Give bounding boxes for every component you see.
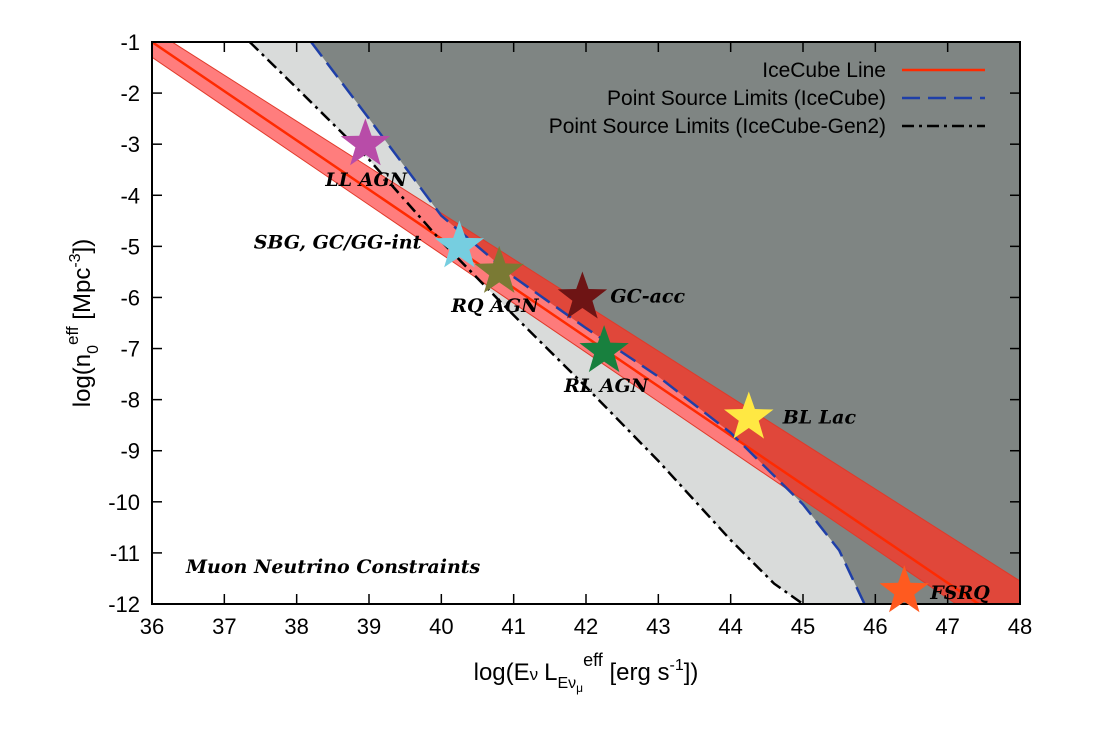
- annotation-muon-neutrino: Muon Neutrino Constraints: [185, 556, 481, 578]
- gen2-limit-line: [248, 42, 804, 604]
- icecube-limit-line: [310, 42, 866, 604]
- legend-label: IceCube Line: [762, 59, 886, 82]
- y-tick-label: -9: [120, 439, 140, 464]
- source-star: [724, 391, 774, 439]
- x-tick-label: 37: [212, 614, 236, 639]
- axis-ticks: 36 37 38 39 40 41 42 43 44 45 46 47 48 -1 -2 -3 -4 -5 -6 -7…: [108, 30, 1032, 639]
- y-tick-label: -1: [120, 30, 140, 55]
- y-tick-label: -2: [120, 81, 140, 106]
- x-tick-label: 41: [501, 614, 525, 639]
- x-tick-label: 43: [646, 614, 670, 639]
- y-tick-label: -7: [120, 337, 140, 362]
- source-markers: LL AGN SBG, GC/GG-int RQ AGN GC-acc RL AGN BL…: [254, 118, 990, 613]
- x-tick-label: 45: [791, 614, 815, 639]
- excluded-region: [311, 42, 1020, 604]
- source-star: [557, 271, 608, 319]
- x-tick-label: 48: [1008, 614, 1032, 639]
- y-tick-label: -4: [120, 183, 140, 208]
- x-tick-label: 38: [284, 614, 308, 639]
- x-tick-label: 44: [718, 614, 742, 639]
- y-tick-label: -8: [120, 388, 140, 413]
- source-label: SBG, GC/GG-int: [254, 231, 422, 253]
- band-lower-edge: [152, 56, 958, 604]
- x-tick-label: 47: [935, 614, 959, 639]
- x-axis-title: log(Eν LEνμeff [erg s-1]): [474, 650, 699, 695]
- y-tick-label: -12: [108, 592, 140, 617]
- source-label: BL Lac: [782, 407, 857, 429]
- icecube-line: [152, 42, 981, 604]
- y-tick-label: -11: [110, 541, 140, 566]
- y-tick-label: -6: [120, 285, 140, 310]
- source-label: FSRQ: [929, 582, 990, 604]
- source-label: RQ AGN: [450, 295, 539, 317]
- y-tick-label: -5: [120, 234, 140, 259]
- x-tick-label: 39: [357, 614, 381, 639]
- legend-label: Point Source Limits (IceCube): [607, 87, 886, 110]
- y-tick-label: -10: [108, 490, 140, 515]
- source-label: LL AGN: [324, 169, 407, 191]
- source-label: GC-acc: [610, 285, 685, 307]
- y-axis-title: log(n0eff [Mpc-3]): [63, 239, 102, 407]
- x-tick-label: 42: [574, 614, 598, 639]
- source-star: [474, 245, 524, 293]
- source-star: [579, 325, 629, 373]
- legend: IceCube Line Point Source Limits (IceCube…: [549, 59, 985, 138]
- x-tick-label: 40: [429, 614, 453, 639]
- source-star: [340, 118, 391, 166]
- y-tick-label: -3: [120, 132, 140, 157]
- x-tick-label: 46: [863, 614, 887, 639]
- source-star: [879, 565, 929, 613]
- plot-regions: [152, 42, 1020, 604]
- source-star: [434, 220, 485, 268]
- legend-label: Point Source Limits (IceCube-Gen2): [549, 115, 886, 138]
- source-label: RL AGN: [563, 375, 649, 397]
- x-tick-label: 36: [140, 614, 164, 639]
